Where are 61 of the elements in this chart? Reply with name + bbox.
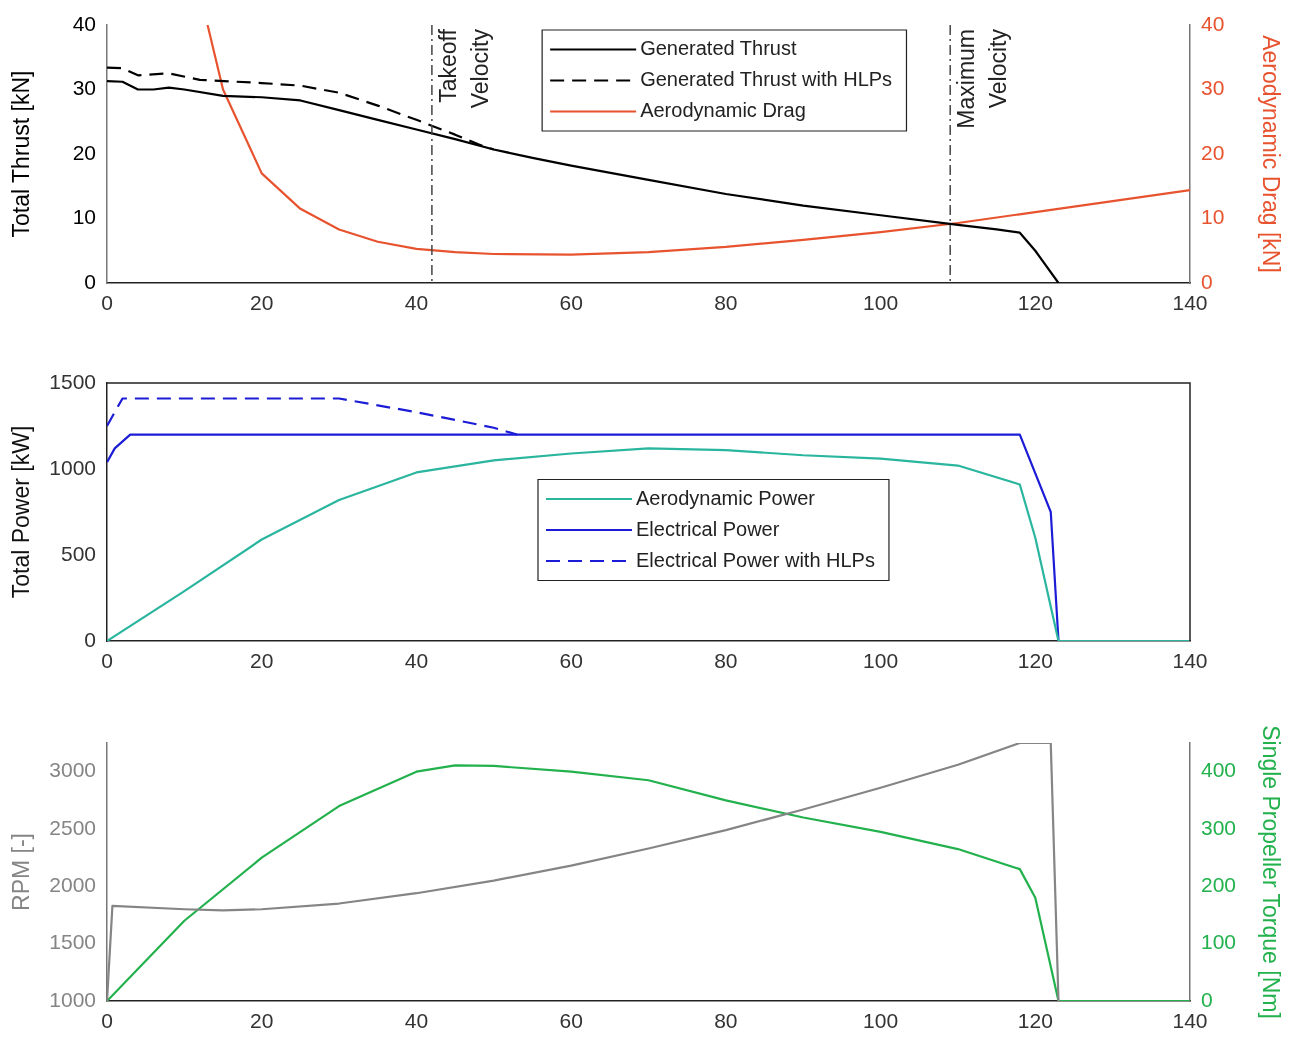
x-tick-label: 0 xyxy=(101,1009,113,1033)
legend-label: Electrical Power with HLPs xyxy=(636,548,875,571)
x-tick-label: 60 xyxy=(559,649,583,673)
y-tick-label: 2000 xyxy=(49,873,96,897)
legend-label: Generated Thrust xyxy=(640,37,797,60)
x-tick-label: 80 xyxy=(714,291,738,315)
x-tick-label: 120 xyxy=(1017,649,1053,673)
y2-axis-title: Single Propeller Torque [Nm] xyxy=(1257,725,1284,1019)
y2-tick-label: 20 xyxy=(1201,140,1225,164)
y2-tick-label: 0 xyxy=(1201,987,1213,1011)
y-tick-label: 30 xyxy=(72,76,96,100)
legend-label: Electrical Power xyxy=(636,517,780,540)
y2-tick-label: 200 xyxy=(1201,873,1237,897)
ref-line-label: Maximum Velocity xyxy=(953,28,1012,129)
y-tick-label: 10 xyxy=(72,205,96,229)
y2-axis-title: Aerodynamic Drag [kN] xyxy=(1257,35,1284,273)
y-tick-label: 500 xyxy=(60,541,96,565)
x-tick-label: 20 xyxy=(250,291,274,315)
x-tick-label: 100 xyxy=(863,291,899,315)
x-tick-label: 100 xyxy=(863,1009,899,1033)
x-tick-label: 0 xyxy=(101,291,113,315)
y-axis-title: Total Thrust [kN] xyxy=(8,70,35,238)
y-tick-label: 3000 xyxy=(49,758,96,782)
y-tick-label: 0 xyxy=(84,269,96,293)
x-tick-label: 20 xyxy=(250,1009,274,1033)
y2-tick-label: 40 xyxy=(1201,11,1225,35)
ref-line-label: Takeoff Velocity xyxy=(434,28,493,109)
y-tick-label: 1000 xyxy=(49,987,96,1011)
x-tick-label: 140 xyxy=(1172,1009,1208,1033)
x-tick-label: 0 xyxy=(101,649,113,673)
x-tick-label: 60 xyxy=(559,1009,583,1033)
x-tick-label: 120 xyxy=(1017,1009,1053,1033)
legend-label: Aerodynamic Drag xyxy=(640,99,806,122)
y-axis-title: Total Power [kW] xyxy=(8,425,35,599)
y-tick-label: 0 xyxy=(84,627,96,651)
x-tick-label: 40 xyxy=(404,1009,429,1033)
y-tick-label: 1500 xyxy=(49,930,96,954)
x-tick-label: 80 xyxy=(714,1009,738,1033)
x-tick-label: 100 xyxy=(863,649,899,673)
y2-tick-label: 30 xyxy=(1201,76,1225,100)
y2-tick-label: 300 xyxy=(1201,815,1237,839)
x-tick-label: 40 xyxy=(404,291,429,315)
y2-tick-label: 400 xyxy=(1201,758,1237,782)
y-tick-label: 1500 xyxy=(49,369,96,393)
legend-label: Generated Thrust with HLPs xyxy=(640,68,893,91)
x-tick-label: 120 xyxy=(1017,291,1053,315)
y-tick-label: 1000 xyxy=(49,455,96,479)
y-tick-label: 40 xyxy=(72,11,96,35)
y2-tick-label: 0 xyxy=(1201,269,1213,293)
x-tick-label: 20 xyxy=(250,649,274,673)
x-tick-label: 40 xyxy=(404,649,429,673)
x-tick-label: 140 xyxy=(1172,291,1208,315)
y-tick-label: 2500 xyxy=(49,815,96,839)
y2-tick-label: 10 xyxy=(1201,205,1225,229)
x-tick-label: 140 xyxy=(1172,649,1208,673)
y-axis-title: RPM [-] xyxy=(8,833,35,911)
x-tick-label: 60 xyxy=(559,291,583,315)
legend-label: Aerodynamic Power xyxy=(636,486,816,509)
x-tick-label: 80 xyxy=(714,649,738,673)
y-tick-label: 20 xyxy=(72,140,96,164)
y2-tick-label: 100 xyxy=(1201,930,1237,954)
